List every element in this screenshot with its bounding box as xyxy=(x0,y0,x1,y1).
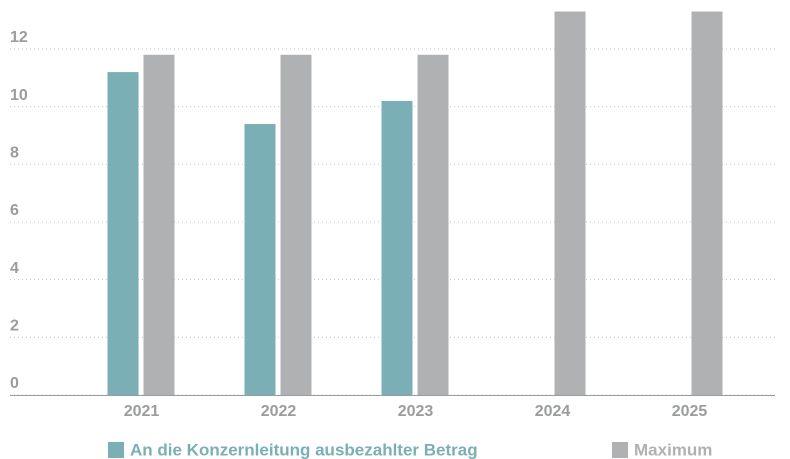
y-tick-label: 6 xyxy=(10,202,19,219)
y-tick-label: 4 xyxy=(10,260,19,277)
bar xyxy=(691,11,723,396)
x-tick-label: 2025 xyxy=(672,403,708,420)
bar xyxy=(143,54,175,396)
y-tick-label: 2 xyxy=(10,318,19,335)
legend-swatch xyxy=(612,442,628,458)
x-tick-label: 2023 xyxy=(398,403,434,420)
bar xyxy=(107,72,139,395)
bar xyxy=(244,123,276,396)
x-tick-label: 2024 xyxy=(535,403,571,420)
y-tick-label: 8 xyxy=(10,145,19,162)
y-tick-label: 10 xyxy=(10,87,28,104)
x-tick-label: 2022 xyxy=(261,403,297,420)
bar xyxy=(381,100,413,395)
x-tick-label: 2021 xyxy=(124,403,160,420)
legend-label: Maximum xyxy=(634,440,712,459)
bar xyxy=(280,54,312,396)
legend-swatch xyxy=(108,442,124,458)
bar xyxy=(554,11,586,396)
bar xyxy=(417,54,449,396)
y-tick-label: 0 xyxy=(10,375,19,392)
legend-label: An die Konzernleitung ausbezahlter Betra… xyxy=(130,440,478,459)
y-tick-label: 12 xyxy=(10,29,28,46)
